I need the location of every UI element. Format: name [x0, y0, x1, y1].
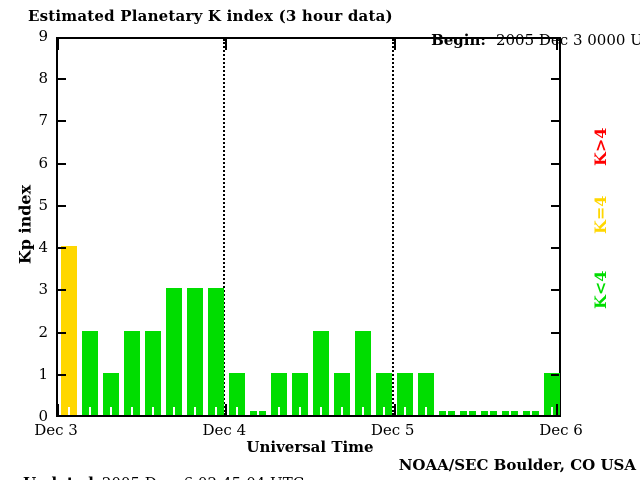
kp-bar	[102, 373, 119, 415]
x-minor-tick	[467, 407, 470, 415]
x-major-tick	[556, 404, 558, 415]
x-minor-tick	[383, 407, 386, 415]
y-tick	[551, 204, 559, 207]
y-tick	[58, 120, 66, 123]
legend-k-gt-4: K>4	[591, 127, 610, 167]
day-boundary-gridline	[223, 39, 226, 415]
begin-value: 2005 Dec 3 0000 UTC	[495, 31, 640, 49]
y-tick	[551, 162, 559, 165]
kp-bar	[123, 331, 140, 415]
y-tick	[58, 289, 66, 292]
y-tick	[58, 162, 66, 165]
kp-bar	[60, 246, 77, 415]
x-minor-tick	[235, 407, 238, 415]
x-tick-label: Dec 4	[202, 421, 247, 439]
x-major-tick-top	[393, 39, 396, 50]
x-minor-tick	[341, 407, 344, 415]
kp-bar	[334, 373, 351, 415]
x-minor-tick	[509, 407, 512, 415]
x-minor-tick	[362, 407, 365, 415]
x-minor-tick	[130, 407, 133, 415]
x-minor-tick	[551, 407, 554, 415]
kp-bar	[144, 331, 161, 415]
x-minor-tick	[88, 407, 91, 415]
y-tick-label: 4	[38, 238, 48, 257]
x-tick-label: Dec 5	[370, 421, 415, 439]
kp-bar	[186, 288, 203, 415]
y-tick-label: 3	[38, 280, 48, 299]
updated-timestamp: Updated 2005 Dec 6 02:45:04 UTC	[4, 456, 304, 480]
y-tick-label: 5	[38, 195, 48, 214]
x-major-tick	[57, 404, 59, 415]
x-minor-tick	[404, 407, 407, 415]
x-tick-label: Dec 3	[34, 421, 78, 439]
kp-bar	[313, 331, 330, 415]
x-minor-tick	[277, 407, 280, 415]
x-minor-tick	[193, 407, 196, 415]
x-minor-tick	[446, 407, 449, 415]
y-tick	[58, 247, 66, 250]
day-boundary-gridline	[391, 39, 394, 415]
x-minor-tick	[298, 407, 301, 415]
kp-bar	[228, 373, 245, 415]
y-tick-label: 7	[38, 111, 48, 130]
x-minor-tick	[488, 407, 491, 415]
y-tick-label: 0	[38, 407, 48, 425]
kp-bar	[418, 373, 435, 415]
x-major-tick-top	[225, 39, 228, 50]
y-tick	[58, 204, 66, 207]
begin-row: Begin: 2005 Dec 3 0000 UTC	[412, 13, 640, 67]
credit-text: NOAA/SEC Boulder, CO USA	[398, 456, 636, 474]
y-axis-title: Kp index	[15, 184, 35, 265]
x-minor-tick	[67, 407, 70, 415]
x-minor-tick	[530, 407, 533, 415]
legend-k-eq-4: K=4	[591, 195, 610, 235]
x-minor-tick	[425, 407, 428, 415]
kp-bar	[165, 288, 182, 415]
legend-k-lt-4: K<4	[591, 270, 610, 310]
y-tick	[551, 120, 559, 123]
y-tick-label: 6	[38, 153, 48, 172]
y-tick	[58, 373, 66, 376]
x-minor-tick	[172, 407, 175, 415]
kp-bar	[291, 373, 308, 415]
x-major-tick-top	[57, 39, 59, 50]
updated-label: Updated	[23, 474, 94, 480]
kp-bar	[355, 331, 372, 415]
x-axis-title: Universal Time	[246, 438, 374, 456]
y-tick-label: 1	[38, 364, 48, 383]
kp-bar	[81, 331, 98, 415]
y-tick	[58, 331, 66, 334]
plot-area	[56, 37, 561, 417]
updated-value: 2005 Dec 6 02:45:04 UTC	[102, 474, 304, 480]
y-tick-label: 9	[38, 27, 48, 45]
y-tick	[551, 78, 559, 81]
x-minor-tick	[320, 407, 323, 415]
chart-title: Estimated Planetary K index (3 hour data…	[28, 7, 393, 25]
kp-bar	[376, 373, 393, 415]
y-tick-label: 2	[38, 322, 48, 341]
x-minor-tick	[109, 407, 112, 415]
y-tick	[551, 373, 559, 376]
y-tick	[551, 331, 559, 334]
y-tick-label: 8	[38, 69, 48, 88]
kp-bar	[397, 373, 414, 415]
y-tick	[58, 78, 66, 81]
y-tick	[551, 289, 559, 292]
begin-label: Begin:	[431, 31, 486, 49]
y-tick	[551, 247, 559, 250]
x-minor-tick	[151, 407, 154, 415]
x-major-tick	[393, 404, 396, 415]
x-tick-label: Dec 6	[539, 421, 583, 439]
x-major-tick-top	[556, 39, 558, 50]
kp-bar	[270, 373, 287, 415]
kp-bar	[207, 288, 224, 415]
x-minor-tick	[256, 407, 259, 415]
x-minor-tick	[214, 407, 217, 415]
x-major-tick	[225, 404, 228, 415]
